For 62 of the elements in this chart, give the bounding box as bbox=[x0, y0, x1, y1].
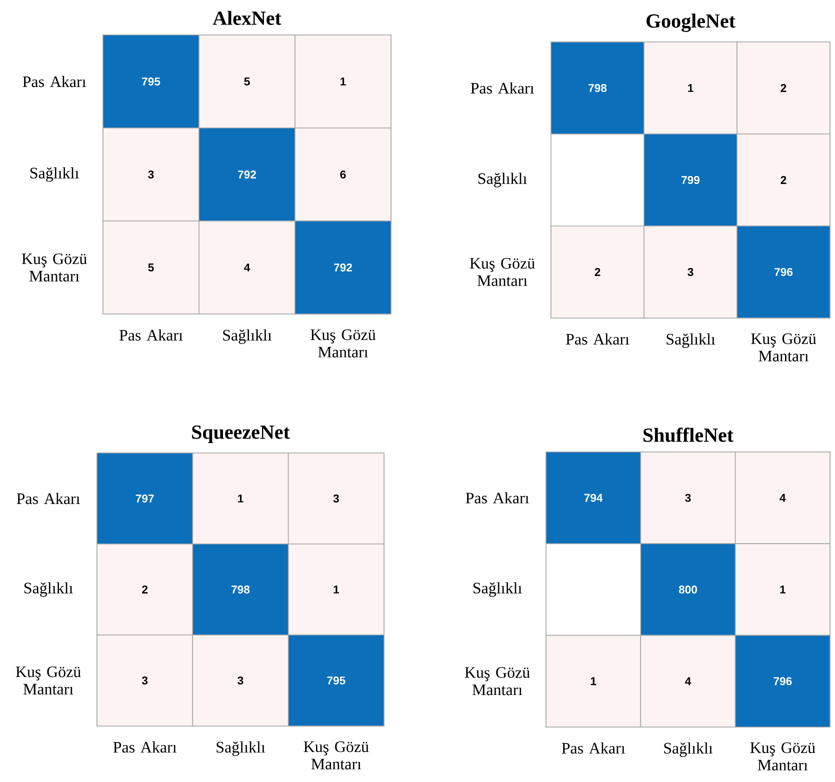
data-label: 795 bbox=[142, 77, 160, 86]
y-tick-label: Kuş Gözü Mantarı bbox=[470, 258, 535, 286]
data-label: 800 bbox=[678, 586, 697, 594]
y-tick-label: Pas Akarı bbox=[16, 492, 80, 504]
data-label: 3 bbox=[238, 676, 244, 685]
data-label: 2 bbox=[142, 586, 148, 594]
chart-title: ShuffleNet bbox=[644, 428, 734, 442]
x-tick-label: Sağlıklı bbox=[216, 741, 266, 756]
x-tick-label: Kuş Gözü Mantarı bbox=[304, 741, 369, 770]
data-label: 3 bbox=[333, 494, 339, 503]
data-label: 2 bbox=[780, 84, 786, 92]
x-tick-label: Kuş Gözü Mantarı bbox=[750, 742, 816, 770]
data-label: 3 bbox=[688, 268, 694, 276]
data-label: 792 bbox=[334, 263, 352, 272]
data-label: 796 bbox=[774, 677, 792, 686]
data-label: 798 bbox=[588, 84, 607, 92]
y-tick-label: Sağlıklı bbox=[473, 582, 522, 597]
data-label: 3 bbox=[685, 494, 691, 502]
y-tick-label: Kuş Gözü Mantarı bbox=[464, 667, 530, 696]
data-label: 1 bbox=[688, 84, 694, 92]
data-label: 4 bbox=[685, 677, 692, 686]
data-label: 798 bbox=[232, 586, 250, 594]
y-tick-label: Pas Akarı bbox=[22, 76, 86, 88]
x-tick-label: Sağlıklı bbox=[666, 333, 716, 348]
data-label: 5 bbox=[148, 264, 154, 272]
chart-title: AlexNet bbox=[212, 10, 282, 25]
data-label: 799 bbox=[682, 176, 700, 184]
y-tick-label: Kuş Gözü Mantarı bbox=[22, 253, 87, 282]
data-label: 6 bbox=[340, 170, 346, 179]
y-tick-label: Kuş Gözü Mantarı bbox=[16, 666, 81, 695]
data-label: 4 bbox=[244, 264, 250, 272]
data-label: 795 bbox=[327, 676, 346, 685]
data-label: 1 bbox=[340, 78, 346, 86]
data-label: 792 bbox=[238, 170, 256, 179]
data-label: 796 bbox=[774, 268, 793, 276]
data-label: 1 bbox=[780, 586, 786, 594]
x-tick-label: Pas Akarı bbox=[566, 333, 630, 345]
data-label: 3 bbox=[148, 170, 154, 179]
data-label: 797 bbox=[136, 494, 154, 503]
x-tick-label: Kuş Gözü Mantarı bbox=[310, 329, 376, 358]
data-label: 794 bbox=[584, 494, 603, 502]
x-tick-label: Kuş Gözü Mantarı bbox=[751, 333, 816, 362]
x-tick-label: Pas Akarı bbox=[119, 329, 183, 341]
y-tick-label: Sağlıklı bbox=[24, 582, 73, 597]
y-tick-label: Pas Akarı bbox=[470, 82, 534, 94]
data-label: 2 bbox=[594, 268, 600, 276]
data-label: 3 bbox=[142, 676, 148, 685]
y-tick-label: Pas Akarı bbox=[466, 492, 529, 504]
data-label: 1 bbox=[238, 494, 244, 502]
data-label: 4 bbox=[780, 494, 786, 502]
chart-title: SqueezeNet bbox=[192, 425, 290, 443]
y-tick-label: Sağlıklı bbox=[478, 172, 527, 188]
y-tick-label: Sağlıklı bbox=[30, 167, 79, 182]
data-label: 2 bbox=[780, 176, 786, 184]
data-label: 1 bbox=[590, 677, 596, 686]
x-tick-label: Pas Akarı bbox=[562, 742, 626, 754]
chart-title: GoogleNet bbox=[646, 14, 736, 32]
data-label: 1 bbox=[334, 586, 339, 594]
x-tick-label: Sağlıklı bbox=[223, 329, 272, 344]
x-tick-label: Pas Akarı bbox=[113, 741, 177, 753]
data-label: 5 bbox=[244, 78, 250, 86]
x-tick-label: Sağlıklı bbox=[664, 742, 713, 757]
